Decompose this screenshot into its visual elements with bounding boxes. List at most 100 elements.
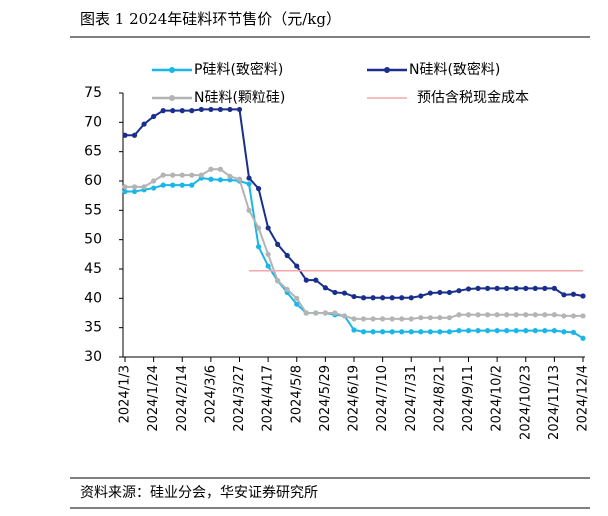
point: [542, 328, 548, 334]
point: [504, 312, 510, 318]
point: [160, 108, 166, 114]
point: [542, 285, 548, 291]
point: [389, 316, 395, 322]
point: [275, 241, 281, 247]
point: [208, 166, 214, 172]
point: [151, 178, 157, 184]
point: [504, 285, 510, 291]
point: [303, 277, 309, 283]
x-tick-label: 2024/3/27: [232, 365, 247, 432]
point: [370, 295, 376, 301]
point: [408, 316, 414, 322]
point: [313, 310, 319, 316]
point: [580, 293, 586, 299]
point: [208, 106, 214, 113]
point: [227, 106, 233, 113]
point: [217, 177, 224, 183]
point: [561, 313, 567, 319]
legend-label: P硅料(致密料): [194, 61, 283, 78]
point: [322, 310, 328, 316]
point: [294, 263, 300, 269]
point: [284, 286, 290, 293]
point: [179, 182, 185, 188]
point: [513, 312, 519, 318]
point: [265, 225, 271, 231]
point: [570, 329, 577, 335]
point: [523, 312, 529, 318]
point: [160, 182, 166, 188]
point: [399, 316, 405, 322]
x-tick-label: 2024/10/23: [518, 365, 533, 440]
point: [341, 313, 348, 319]
y-tick-label: 40: [84, 290, 102, 306]
point: [189, 108, 195, 114]
y-tick-label: 55: [84, 202, 102, 218]
x-tick-label: 2024/2/14: [175, 365, 190, 432]
point: [465, 286, 472, 292]
point: [189, 182, 195, 188]
point: [131, 188, 138, 195]
point: [446, 289, 453, 296]
point: [418, 315, 424, 321]
point: [446, 315, 453, 321]
point: [360, 295, 367, 301]
point: [465, 328, 472, 334]
x-tick-label: 2024/12/4: [576, 365, 591, 432]
point: [580, 313, 586, 319]
point: [141, 121, 147, 127]
point: [437, 329, 443, 335]
point: [380, 295, 386, 301]
point: [551, 328, 557, 334]
point: [437, 315, 443, 321]
point: [380, 329, 386, 335]
point: [141, 184, 147, 190]
point: [532, 328, 538, 334]
point: [341, 290, 348, 296]
point: [170, 108, 176, 114]
point: [570, 291, 577, 297]
point: [332, 310, 338, 316]
legend-marker: [384, 67, 390, 73]
x-tick-label: 2024/8/21: [432, 365, 447, 432]
point: [380, 316, 386, 322]
point: [504, 328, 510, 334]
point: [484, 285, 491, 291]
point: [351, 293, 357, 300]
point: [370, 316, 376, 322]
point: [561, 292, 567, 298]
point: [246, 175, 252, 181]
point: [427, 329, 433, 335]
point: [513, 285, 519, 291]
point: [122, 188, 128, 195]
point: [255, 244, 262, 250]
point: [217, 166, 224, 172]
point: [427, 315, 433, 321]
x-tick-label: 2024/1/24: [146, 365, 161, 432]
point: [456, 328, 462, 334]
point: [475, 328, 481, 334]
point: [399, 295, 405, 301]
point: [389, 329, 395, 335]
point: [170, 182, 176, 188]
legend-marker: [169, 67, 175, 73]
point: [494, 328, 500, 334]
point: [532, 312, 538, 318]
point: [465, 312, 472, 318]
point: [456, 312, 462, 318]
x-tick-label: 2024/5/29: [318, 365, 333, 432]
point: [494, 312, 500, 318]
x-tick-label: 2024/4/17: [261, 365, 276, 432]
point: [236, 176, 243, 182]
point: [265, 251, 271, 257]
point: [351, 316, 357, 322]
x-tick-label: 2024/9/11: [461, 365, 476, 432]
point: [542, 312, 548, 318]
point: [313, 277, 319, 283]
point: [246, 181, 252, 187]
point: [255, 225, 262, 231]
y-tick-label: 75: [84, 85, 102, 101]
point: [170, 172, 176, 178]
point: [208, 176, 214, 182]
x-tick-label: 2024/1/3: [118, 365, 133, 423]
point: [151, 185, 157, 191]
